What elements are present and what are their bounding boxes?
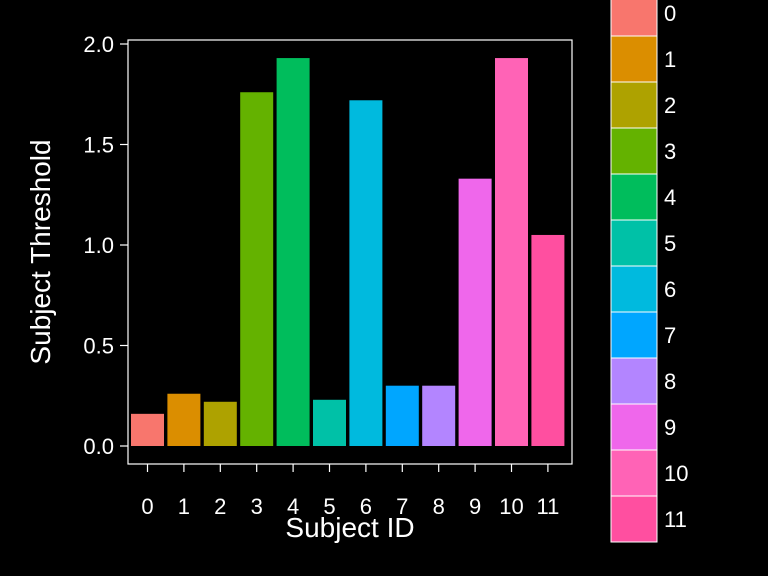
bar-subject-8 xyxy=(422,385,456,446)
y-tick-label: 2.0 xyxy=(83,32,114,57)
y-tick-label: 1.0 xyxy=(83,233,114,258)
x-tick-label: 7 xyxy=(396,494,408,519)
x-tick-label: 4 xyxy=(287,494,299,519)
x-axis: 0 1 2 3 4 5 6 7 8 9 10 11 xyxy=(141,464,559,519)
x-tick-label: 3 xyxy=(251,494,263,519)
legend-key-5 xyxy=(610,219,658,267)
x-tick-label: 10 xyxy=(499,494,523,519)
legend-label: 8 xyxy=(664,369,676,394)
legend: 0 1 2 3 4 5 6 7 8 9 10 11 xyxy=(610,0,688,543)
bar-subject-7 xyxy=(385,385,419,446)
legend-label: 0 xyxy=(664,1,676,26)
bar-subject-4 xyxy=(276,58,310,446)
x-tick-label: 6 xyxy=(360,494,372,519)
legend-key-9 xyxy=(610,403,658,451)
y-axis: 0.0 0.5 1.0 1.5 2.0 xyxy=(83,32,128,459)
legend-label: 11 xyxy=(664,507,687,532)
legend-label: 5 xyxy=(664,231,676,256)
legend-key-2 xyxy=(610,81,658,129)
bar-subject-1 xyxy=(167,393,201,446)
y-tick-label: 1.5 xyxy=(83,133,114,158)
legend-key-10 xyxy=(610,449,658,497)
bar-subject-5 xyxy=(313,399,346,446)
legend-label: 7 xyxy=(664,323,676,348)
legend-label: 10 xyxy=(664,461,688,486)
legend-key-3 xyxy=(610,127,658,175)
x-tick-label: 2 xyxy=(214,494,226,519)
plot-panel xyxy=(127,39,573,465)
legend-label: 2 xyxy=(664,93,676,118)
x-tick-label: 8 xyxy=(433,494,445,519)
legend-key-4 xyxy=(610,173,658,221)
x-tick-label: 1 xyxy=(178,494,190,519)
legend-label: 6 xyxy=(664,277,676,302)
legend-key-0 xyxy=(610,0,658,37)
x-tick-label: 5 xyxy=(323,494,335,519)
legend-key-8 xyxy=(610,357,658,405)
bar-subject-3 xyxy=(240,92,274,447)
bar-subject-2 xyxy=(203,401,237,446)
y-tick-label: 0.5 xyxy=(83,334,114,359)
bar-subject-6 xyxy=(349,100,383,446)
bar-subject-10 xyxy=(495,58,528,446)
legend-label: 1 xyxy=(664,47,676,72)
bars-group xyxy=(131,58,565,447)
x-tick-label: 0 xyxy=(141,494,153,519)
legend-key-6 xyxy=(610,265,658,313)
x-tick-label: 9 xyxy=(469,494,481,519)
legend-label: 3 xyxy=(664,139,676,164)
x-axis-title: Subject ID xyxy=(285,512,414,543)
y-axis-title: Subject Threshold xyxy=(25,139,56,364)
legend-key-1 xyxy=(610,35,658,83)
bar-subject-9 xyxy=(458,178,492,447)
legend-label: 9 xyxy=(664,415,676,440)
legend-label: 4 xyxy=(664,185,676,210)
bar-subject-0 xyxy=(131,413,164,446)
legend-key-11 xyxy=(610,495,658,543)
bar-subject-11 xyxy=(531,234,565,446)
legend-key-7 xyxy=(610,311,658,359)
x-tick-label: 11 xyxy=(536,494,559,519)
y-tick-label: 0.0 xyxy=(83,434,114,459)
